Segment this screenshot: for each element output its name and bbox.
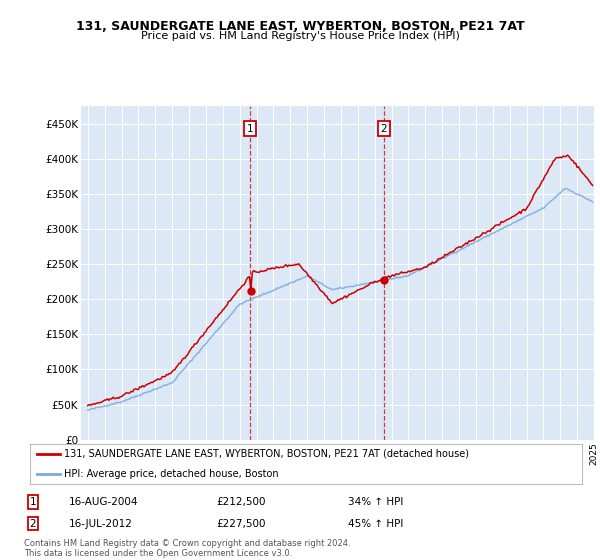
Text: Price paid vs. HM Land Registry's House Price Index (HPI): Price paid vs. HM Land Registry's House … xyxy=(140,31,460,41)
Text: HPI: Average price, detached house, Boston: HPI: Average price, detached house, Bost… xyxy=(64,469,279,479)
Text: 34% ↑ HPI: 34% ↑ HPI xyxy=(348,497,403,507)
Text: 131, SAUNDERGATE LANE EAST, WYBERTON, BOSTON, PE21 7AT: 131, SAUNDERGATE LANE EAST, WYBERTON, BO… xyxy=(76,20,524,33)
Text: 131, SAUNDERGATE LANE EAST, WYBERTON, BOSTON, PE21 7AT (detached house): 131, SAUNDERGATE LANE EAST, WYBERTON, BO… xyxy=(64,449,469,459)
Text: 2: 2 xyxy=(29,519,37,529)
Text: 45% ↑ HPI: 45% ↑ HPI xyxy=(348,519,403,529)
Text: 2: 2 xyxy=(380,124,387,134)
Text: 1: 1 xyxy=(29,497,37,507)
Text: £212,500: £212,500 xyxy=(216,497,265,507)
Text: 16-AUG-2004: 16-AUG-2004 xyxy=(69,497,139,507)
Text: Contains HM Land Registry data © Crown copyright and database right 2024.
This d: Contains HM Land Registry data © Crown c… xyxy=(24,539,350,558)
Text: 16-JUL-2012: 16-JUL-2012 xyxy=(69,519,133,529)
Text: £227,500: £227,500 xyxy=(216,519,265,529)
Text: 1: 1 xyxy=(247,124,253,134)
